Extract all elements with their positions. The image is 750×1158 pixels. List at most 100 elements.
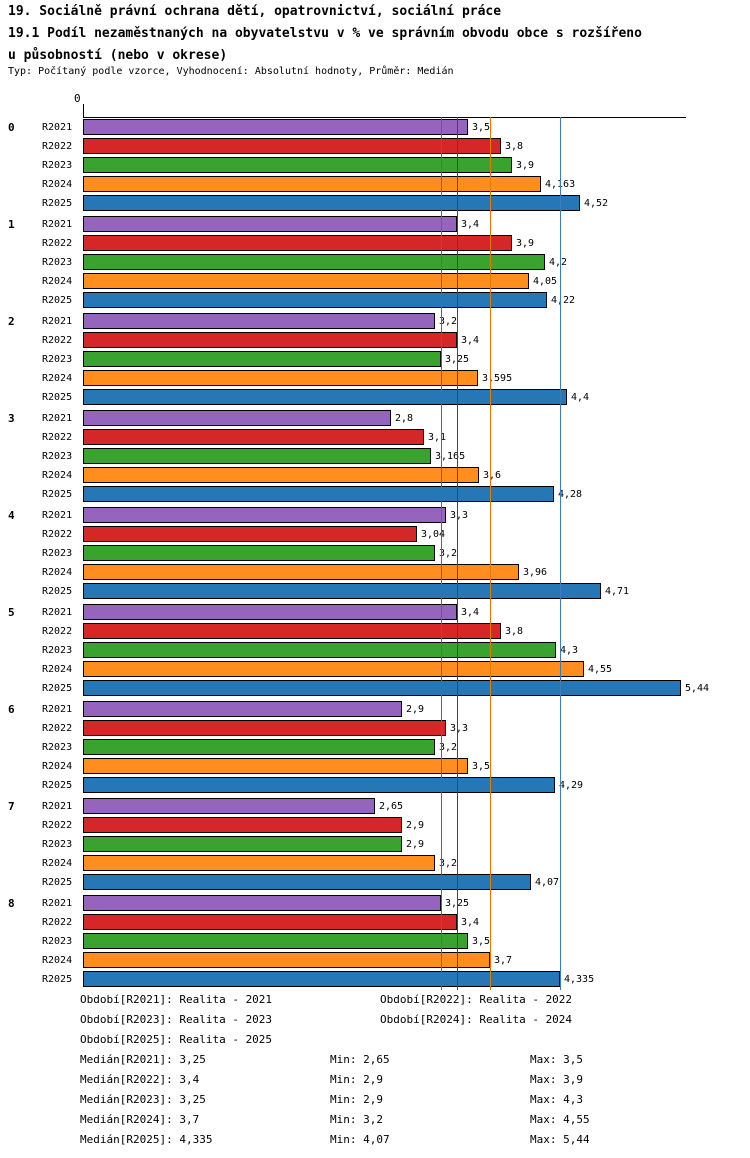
chart-area: 0 0R20213,5R20223,8R20233,9R20244,163R20… [0,92,750,997]
bar-r2024 [83,370,478,386]
bars: 0R20213,5R20223,8R20233,9R20244,163R2025… [0,118,750,991]
bar-value-label: 4,4 [571,392,590,403]
bar-row: R2024 4,55 [0,660,750,679]
bar-row: R2022 3,04 [0,525,750,544]
bar-r2024 [83,467,479,483]
group-label: 6 [8,703,15,716]
bar-row: R2025 4,52 [0,194,750,213]
series-label: R2023 [42,354,73,365]
bar-row: R2022 3,8 [0,622,750,641]
legend-item-r2023: Období[R2023]: Realita - 2023 [80,1013,273,1026]
stat-min-r2021: Min: 2,65 [330,1053,390,1066]
bar-r2023 [83,836,402,852]
bar-row: R2023 3,2 [0,544,750,563]
bar-row: R2022 3,9 [0,234,750,253]
bar-r2025 [83,874,531,890]
bar-row: R2025 4,28 [0,485,750,504]
bar-value-label: 3,3 [450,510,469,521]
bar-value-label: 3,5 [472,122,491,133]
group-label: 8 [8,897,15,910]
series-label: R2022 [42,141,73,152]
group-label: 7 [8,800,15,813]
group-label: 2 [8,315,15,328]
bar-group-2: 2R20213,2R20223,4R20233,25R20243,595R202… [0,312,750,407]
series-label: R2022 [42,626,73,637]
bar-group-7: 7 R2021 2,65 R2022 2,9 R2023 2,9 R2024 3,2 R2025 4… [0,797,750,892]
bar-r2021 [83,604,457,620]
bar-row: R2023 4,2 [0,253,750,272]
bar-value-label: 3,4 [461,335,480,346]
stat-max-r2023: Max: 4,3 [530,1093,583,1106]
bar-group-0: 0R20213,5R20223,8R20233,9R20244,163R2025… [0,118,750,213]
series-label: R2025 [42,392,73,403]
bar-r2024 [83,758,468,774]
bar-row: R2023 4,3 [0,641,750,660]
median-line-r2025 [560,117,561,990]
series-label: R2024 [42,179,73,190]
bar-value-label: 3,165 [435,451,466,462]
stat-max-r2025: Max: 5,44 [530,1133,590,1146]
bar-row: R2022 3,1 [0,428,750,447]
bar-r2021 [83,216,457,232]
bar-r2025 [83,971,560,987]
bar-r2023 [83,545,435,561]
bar-value-label: 3,6 [483,470,502,481]
group-label: 5 [8,606,15,619]
bar-r2021 [83,507,446,523]
bar-r2022 [83,817,402,833]
chart-subtitle: Typ: Počítaný podle vzorce, Vyhodnocení:… [8,66,454,77]
series-label: R2021 [42,219,73,230]
series-label: R2021 [42,704,73,715]
bar-r2023 [83,448,431,464]
stat-min-r2024: Min: 3,2 [330,1113,383,1126]
series-label: R2024 [42,470,73,481]
bar-r2021 [83,798,375,814]
series-label: R2021 [42,510,73,521]
bar-group-3: 3 R2021 2,8 R2022 3,1 R2023 3,165 R2024 3,6 R2025… [0,409,750,504]
bar-group-4: 4 R2021 3,3 R2022 3,04 R2023 3,2 R2024 3,96 R2025… [0,506,750,601]
median-line-r2023 [441,117,442,990]
bar-r2021 [83,701,402,717]
stat-median-r2023: Medián[R2023]: 3,25 [80,1093,206,1106]
bar-value-label: 3,7 [494,955,513,966]
bar-r2023 [83,254,545,270]
series-label: R2024 [42,276,73,287]
bar-row: 7 R2021 2,65 [0,797,750,816]
bar-value-label: 4,3 [560,645,579,656]
bar-value-label: 3,5 [472,761,491,772]
bar-r2023 [83,157,512,173]
legend-item-r2021: Období[R2021]: Realita - 2021 [80,993,273,1006]
bar-row: 3 R2021 2,8 [0,409,750,428]
bar-row: R2022 2,9 [0,816,750,835]
bar-r2021 [83,119,468,135]
bar-group-5: 5 R2021 3,4 R2022 3,8 R2023 4,3 R2024 4,55 R2025 5… [0,603,750,698]
bar-r2025 [83,777,555,793]
bar-value-label: 2,8 [395,413,414,424]
bar-value-label: 3,4 [461,219,480,230]
x-axis-origin-label: 0 [74,92,81,105]
series-label: R2024 [42,664,73,675]
bar-value-label: 2,65 [379,801,404,812]
series-label: R2021 [42,122,73,133]
median-line-r2024 [490,117,491,990]
bar-row: R2024 3,595 [0,369,750,388]
bar-value-label: 3,595 [482,373,513,384]
bar-row: R2024 3,96 [0,563,750,582]
bar-row: 1 R2021 3,4 [0,215,750,234]
bar-row: R2023 3,9 [0,156,750,175]
series-label: R2025 [42,780,73,791]
bar-value-label: 3,1 [428,432,447,443]
bar-r2025 [83,389,567,405]
series-label: R2022 [42,335,73,346]
bar-r2022 [83,526,417,542]
bar-r2022 [83,914,457,930]
bar-r2023 [83,351,441,367]
series-label: R2025 [42,198,73,209]
bar-r2023 [83,739,435,755]
bar-r2022 [83,429,424,445]
series-label: R2025 [42,683,73,694]
series-label: R2024 [42,955,73,966]
bar-value-label: 2,9 [406,820,425,831]
